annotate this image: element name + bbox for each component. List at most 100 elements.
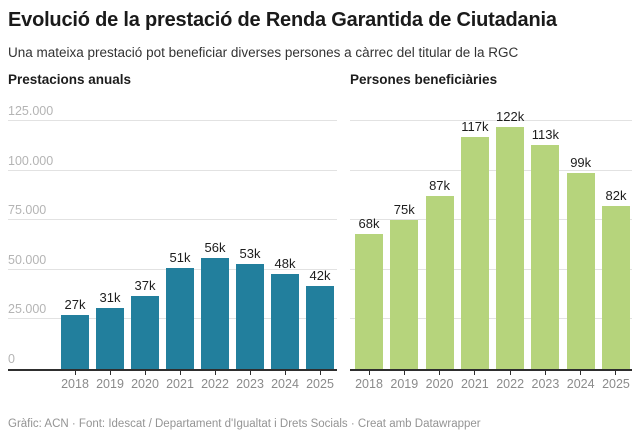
tick-mark	[109, 371, 111, 375]
y-axis-label-75000: 75.000	[8, 203, 47, 218]
x-slot-2021: 2021	[461, 371, 489, 392]
bar-slot-2022: 122k	[496, 109, 524, 369]
bar-value-label: 122k	[496, 108, 525, 124]
bar-2024	[271, 273, 299, 369]
gridline-125000	[8, 120, 337, 121]
bar-slot-2018: 27k	[61, 297, 89, 369]
bar-value-label: 68k	[358, 216, 380, 232]
gridline-125000	[350, 120, 632, 121]
x-slot-2022: 2022	[496, 371, 524, 392]
bar-slot-2019: 75k	[390, 202, 419, 369]
bar-slot-2025: 82k	[601, 188, 630, 369]
tick-mark	[144, 371, 146, 375]
tick-mark	[214, 371, 216, 375]
x-axis-label: 2020	[131, 377, 159, 391]
bar-value-label: 82k	[605, 188, 627, 204]
x-slot-2018: 2018	[355, 371, 383, 392]
y-axis-label-125000: 125.000	[8, 104, 54, 118]
x-slot-2025: 2025	[602, 371, 630, 392]
x-axis-label: 2020	[425, 377, 454, 391]
x-axis-label: 2024	[271, 377, 299, 391]
bar-value-label: 75k	[393, 202, 415, 218]
tick-mark	[319, 371, 321, 375]
x-axis-label: 2018	[355, 377, 383, 391]
panel-persones-beneficiaries: Persones beneficiàries 68k 75k 87k 117k 122k…	[350, 72, 632, 392]
x-slot-2023: 2023	[236, 371, 264, 392]
bars-container-beneficiaries: 68k 75k 87k 117k 122k 113k 99k 82k	[355, 109, 630, 369]
charts-row: Prestacions anuals 27k 31k 37k 51k 56k 53k 48k…	[8, 72, 632, 392]
page-subtitle: Una mateixa prestació pot beneficiar div…	[8, 45, 519, 60]
plot-beneficiaries: 68k 75k 87k 117k 122k 113k 99k 82k	[350, 109, 632, 371]
tick-mark	[439, 371, 441, 375]
panel-title-prestacions: Prestacions anuals	[8, 72, 132, 87]
bar-value-label: 27k	[64, 297, 86, 313]
bar-value-label: 113k	[531, 126, 560, 142]
x-axis-label: 2025	[602, 377, 630, 391]
bar-2021	[166, 267, 194, 369]
tick-mark	[284, 371, 286, 375]
x-axis-label: 2018	[61, 377, 89, 391]
tick-mark	[544, 371, 546, 375]
bar-value-label: 117k	[461, 118, 489, 134]
gridline-25000	[350, 318, 632, 320]
tick-mark	[368, 371, 370, 375]
bar-2018	[61, 315, 89, 369]
credit-line: Gràfic: ACN · Font: Idescat / Departamen…	[8, 418, 481, 430]
bar-2020	[425, 196, 454, 369]
x-slot-2018: 2018	[61, 371, 89, 392]
bar-slot-2023: 53k	[236, 246, 264, 369]
bar-2022	[201, 257, 229, 369]
x-slot-2019: 2019	[96, 371, 124, 392]
bar-2019	[390, 220, 419, 369]
tick-mark	[249, 371, 251, 375]
bar-2021	[460, 136, 489, 369]
bar-value-label: 53k	[239, 245, 261, 261]
y-axis-label-100000: 100.000	[8, 153, 54, 168]
x-slot-2022: 2022	[201, 371, 229, 392]
bar-value-label: 37k	[134, 277, 156, 293]
x-axis-label: 2023	[236, 377, 264, 391]
bar-value-label: 51k	[169, 249, 191, 265]
bar-slot-2024: 99k	[566, 154, 595, 369]
y-axis-label-0: 0	[8, 352, 15, 366]
bar-2023	[531, 144, 560, 369]
bar-2022	[496, 126, 525, 369]
bar-value-label: 56k	[204, 239, 226, 255]
bar-2019	[96, 307, 124, 369]
bar-2025	[601, 206, 630, 369]
bar-2020	[131, 295, 159, 369]
x-slot-2021: 2021	[166, 371, 194, 392]
plot-prestacions: 27k 31k 37k 51k 56k 53k 48k 42k 0 25.000 50.000 75…	[8, 104, 337, 371]
tick-mark	[474, 371, 476, 375]
tick-mark	[74, 371, 76, 375]
bar-value-label: 87k	[429, 178, 451, 194]
bar-slot-2024: 48k	[271, 256, 299, 369]
bar-2018	[355, 234, 383, 369]
x-slot-2020: 2020	[426, 371, 454, 392]
x-axis-beneficiaries: 2018 2019 2020 2021 2022 2023 2024 2025	[355, 371, 630, 392]
bar-slot-2019: 31k	[96, 290, 124, 369]
x-slot-2023: 2023	[531, 371, 559, 392]
bar-slot-2023: 113k	[531, 126, 560, 369]
x-slot-2024: 2024	[271, 371, 299, 392]
bar-value-label: 42k	[309, 267, 331, 283]
bar-slot-2022: 56k	[201, 240, 229, 369]
x-axis-label: 2021	[166, 377, 194, 391]
bar-value-label: 99k	[570, 154, 592, 170]
panel-prestacions-anuals: Prestacions anuals 27k 31k 37k 51k 56k 53k 48k…	[8, 72, 337, 392]
bar-2023	[236, 263, 264, 369]
x-axis-label: 2023	[531, 377, 560, 391]
tick-mark	[179, 371, 181, 375]
gridline-100000	[350, 169, 632, 171]
x-slot-2020: 2020	[131, 371, 159, 392]
bar-slot-2020: 87k	[425, 178, 454, 369]
page-title: Evolució de la prestació de Renda Garant…	[8, 9, 557, 31]
tick-mark	[509, 371, 511, 375]
x-slot-2025: 2025	[306, 371, 334, 392]
gridline-75000	[350, 219, 632, 221]
x-axis-label: 2025	[306, 377, 334, 391]
bar-2025	[306, 285, 334, 369]
bar-2024	[566, 172, 595, 369]
tick-mark	[403, 371, 405, 375]
bar-value-label: 48k	[274, 255, 296, 271]
